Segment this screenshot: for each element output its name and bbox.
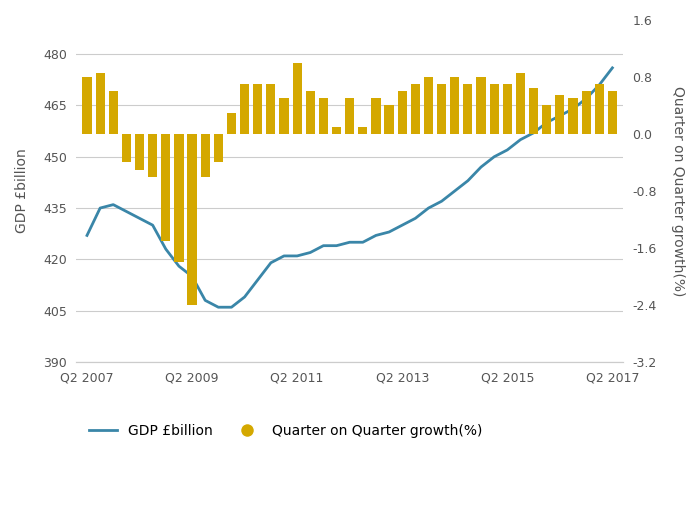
Bar (318, 98, 328, 134)
Bar (108, 91, 118, 134)
Bar (608, 91, 617, 134)
Y-axis label: Quarter on Quarter growth(%): Quarter on Quarter growth(%) (671, 86, 685, 296)
Y-axis label: GDP £billion: GDP £billion (15, 149, 29, 233)
Bar (122, 134, 131, 162)
Bar (227, 113, 236, 134)
Bar (477, 77, 486, 134)
Bar (83, 77, 92, 134)
Bar (188, 134, 197, 305)
Legend: GDP £billion, Quarter on Quarter growth(%): GDP £billion, Quarter on Quarter growth(… (83, 419, 489, 444)
Bar (384, 105, 393, 134)
Bar (148, 134, 158, 177)
Bar (358, 127, 368, 134)
Bar (135, 134, 144, 170)
Bar (161, 134, 170, 241)
Bar (489, 84, 499, 134)
Bar (424, 77, 433, 134)
Bar (332, 127, 341, 134)
Bar (372, 98, 381, 134)
Bar (594, 84, 604, 134)
Bar (463, 84, 473, 134)
Bar (568, 98, 578, 134)
Bar (555, 95, 564, 134)
Bar (529, 88, 538, 134)
Bar (437, 84, 446, 134)
Bar (201, 134, 210, 177)
Bar (398, 91, 407, 134)
Bar (411, 84, 420, 134)
Bar (293, 63, 302, 134)
Bar (542, 105, 552, 134)
Bar (174, 134, 183, 262)
Bar (450, 77, 459, 134)
Bar (306, 91, 315, 134)
Bar (95, 74, 105, 134)
Bar (214, 134, 223, 162)
Bar (345, 98, 354, 134)
Bar (516, 74, 525, 134)
Bar (279, 98, 288, 134)
Bar (240, 84, 249, 134)
Bar (582, 91, 591, 134)
Bar (266, 84, 276, 134)
Bar (503, 84, 512, 134)
Bar (253, 84, 262, 134)
